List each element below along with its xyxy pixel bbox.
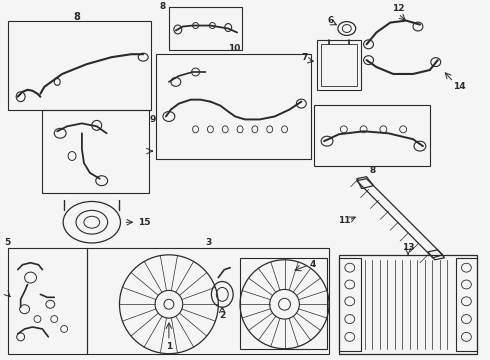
Text: 2: 2 <box>219 311 225 320</box>
Text: 4: 4 <box>310 260 317 269</box>
Bar <box>43 109 149 193</box>
Text: 13: 13 <box>402 243 415 252</box>
Text: 8: 8 <box>160 2 166 11</box>
Text: 5: 5 <box>5 238 11 247</box>
Text: 8: 8 <box>369 166 376 175</box>
Bar <box>240 258 327 349</box>
Bar <box>339 258 361 351</box>
Text: 7: 7 <box>301 53 308 62</box>
Text: 3: 3 <box>205 238 212 247</box>
Bar <box>456 258 477 351</box>
Bar <box>8 248 87 354</box>
Bar <box>169 7 242 50</box>
Text: 9: 9 <box>150 115 156 124</box>
Text: 10: 10 <box>228 44 240 53</box>
Bar <box>339 255 477 354</box>
Bar <box>87 248 329 354</box>
Text: 15: 15 <box>138 218 150 227</box>
Bar <box>321 44 357 86</box>
Text: 8: 8 <box>74 12 80 22</box>
Text: 1: 1 <box>166 342 172 351</box>
Bar <box>314 105 430 166</box>
Text: 12: 12 <box>392 4 404 13</box>
Bar <box>317 40 361 90</box>
Bar <box>156 54 311 159</box>
Text: 6: 6 <box>328 16 334 25</box>
Text: 14: 14 <box>453 82 466 91</box>
Text: 11: 11 <box>338 216 350 225</box>
Bar <box>8 21 151 109</box>
